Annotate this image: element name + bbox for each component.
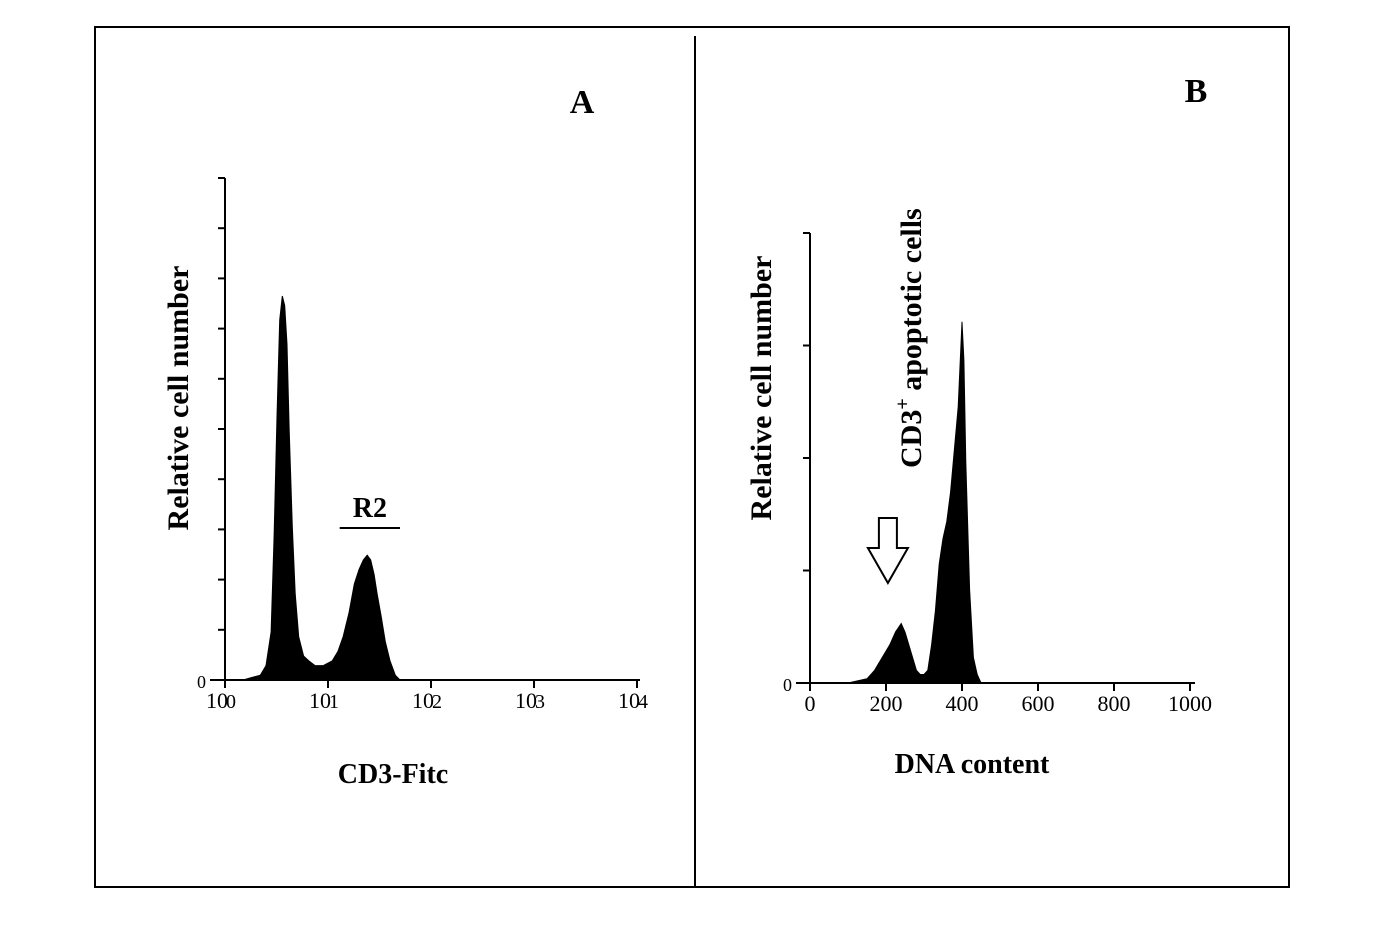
panel-a-x-tick-label: 102 xyxy=(412,688,442,713)
panel-b-x-tick-label: 600 xyxy=(1022,691,1055,716)
panel-b-ylabel: Relative cell number xyxy=(745,256,778,521)
panel-b-x-tick-label: 1000 xyxy=(1168,691,1212,716)
panel-a-y-minor-ticks xyxy=(218,177,225,631)
panel-b-y-zero-label: 0 xyxy=(783,675,792,695)
panel-a-ylabel: Relative cell number xyxy=(162,266,195,531)
annotation-cd3: CD3 xyxy=(895,410,928,468)
panel-a-xlabel: CD3-Fitc xyxy=(338,759,448,790)
panel-a-r2-gate-label: R2 xyxy=(353,493,387,524)
annotation-suffix: apoptotic cells xyxy=(895,208,928,390)
panel-a-x-tick-label: 104 xyxy=(618,688,648,713)
panel-a-x-tick-label: 101 xyxy=(309,688,339,713)
panel-b: B Relative cell number DNA content CD3+ … xyxy=(745,73,1212,780)
panel-a-y-zero-label: 0 xyxy=(197,672,206,692)
annotation-superscript: + xyxy=(892,398,914,409)
panel-b-histogram-area xyxy=(810,321,1190,684)
panel-a: A Relative cell number CD3-Fitc 0 100 101… xyxy=(162,84,648,790)
panel-b-x-ticks: 0 200 400 600 800 1000 xyxy=(805,683,1212,716)
panel-b-x-tick-label: 0 xyxy=(805,691,816,716)
panel-a-label: A xyxy=(570,84,595,121)
panel-b-x-tick-label: 400 xyxy=(946,691,979,716)
panel-b-label: B xyxy=(1185,73,1208,110)
panel-a-x-ticks: 100 101 102 103 104 xyxy=(206,680,648,713)
panel-b-annotation: CD3+ apoptotic cells xyxy=(892,208,928,468)
panel-a-histogram-area xyxy=(242,295,637,681)
panel-b-x-tick-label: 800 xyxy=(1098,691,1131,716)
panel-a-x-tick-label: 100 xyxy=(206,688,236,713)
panel-a-x-tick-label: 103 xyxy=(515,688,545,713)
panel-b-xlabel: DNA content xyxy=(895,749,1050,780)
annotation-space xyxy=(895,391,928,399)
panel-b-x-tick-label: 200 xyxy=(870,691,903,716)
panel-b-annotation-arrow xyxy=(866,517,910,586)
panel-b-y-minor-ticks xyxy=(803,232,810,572)
figure-frame xyxy=(94,26,1290,888)
